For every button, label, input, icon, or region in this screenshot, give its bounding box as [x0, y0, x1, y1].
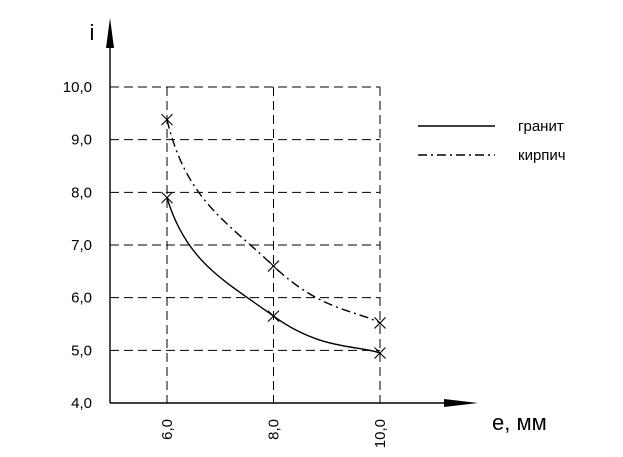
y-tick-label: 4,0	[71, 395, 92, 412]
grid	[110, 86, 381, 403]
data-point-marker	[374, 317, 386, 329]
series-line-1	[166, 197, 381, 354]
x-tick-label: 10,0	[372, 419, 389, 448]
x-tick-label: 6,0	[159, 419, 176, 440]
x-tick-label: 8,0	[266, 419, 283, 440]
y-tick-label: 8,0	[71, 184, 92, 201]
y-axis-label: i	[90, 20, 95, 45]
data-point-marker	[161, 191, 173, 204]
data-point-marker	[267, 260, 280, 272]
y-tick-label: 9,0	[71, 132, 92, 149]
x-tick-labels: 6,0 8,0 10,0	[159, 419, 389, 448]
legend: гранит кирпич	[418, 118, 566, 164]
y-tick-label: 10,0	[63, 79, 92, 96]
y-tick-labels: 4,0 5,0 6,0 7,0 8,0 9,0 10,0	[63, 79, 92, 412]
y-tick-label: 6,0	[71, 290, 92, 307]
data-point-marker	[161, 113, 173, 126]
y-axis-arrow	[106, 18, 114, 48]
data-point-marker	[267, 310, 280, 322]
axes	[106, 18, 478, 407]
y-tick-label: 7,0	[71, 237, 92, 254]
legend-label-2: кирпич	[518, 147, 566, 164]
x-axis-label: e, мм	[492, 410, 547, 435]
data-markers	[161, 113, 386, 359]
data-point-marker	[374, 347, 386, 359]
x-axis-arrow	[444, 399, 478, 407]
y-tick-label: 5,0	[71, 342, 92, 359]
legend-label-1: гранит	[518, 118, 564, 135]
